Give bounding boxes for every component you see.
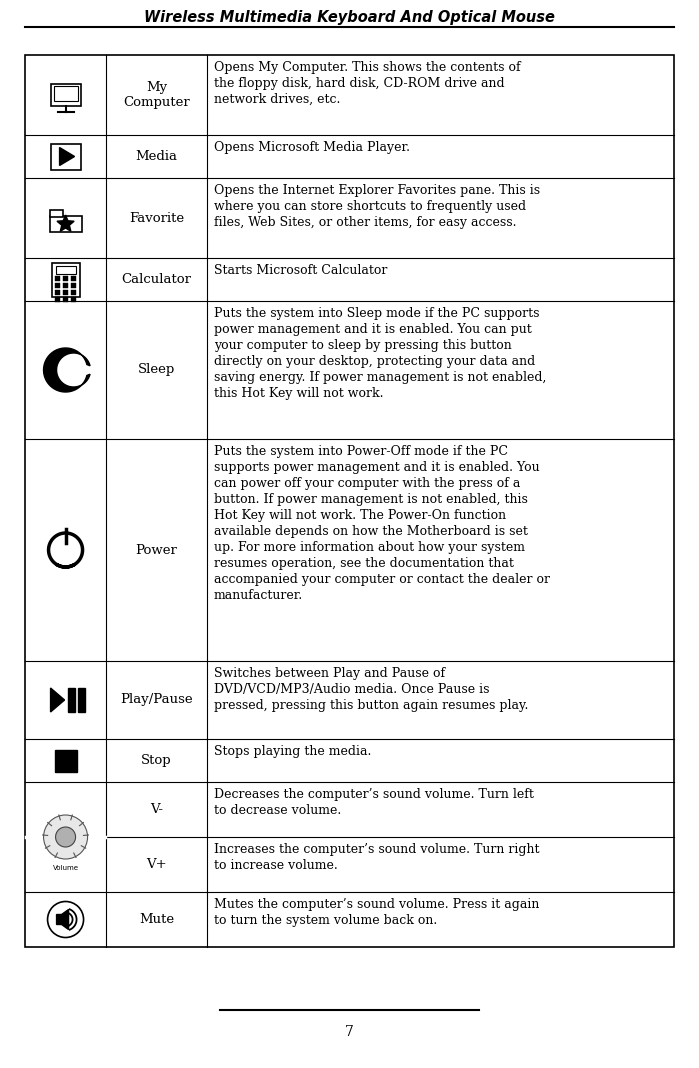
- Text: Puts the system into Power-Off mode if the PC
supports power management and it i: Puts the system into Power-Off mode if t…: [214, 445, 549, 602]
- Bar: [78, 688, 85, 712]
- Polygon shape: [50, 688, 64, 712]
- Text: Volume: Volume: [52, 865, 78, 871]
- Circle shape: [55, 827, 75, 847]
- Text: 7: 7: [345, 1025, 354, 1039]
- Bar: [25, 54, 674, 947]
- Bar: [52, 263, 80, 297]
- Text: Media: Media: [136, 150, 178, 163]
- Text: Mute: Mute: [139, 913, 174, 926]
- Bar: [55, 297, 60, 302]
- Circle shape: [48, 901, 84, 938]
- Bar: [50, 216, 82, 232]
- Text: Opens My Computer. This shows the contents of
the floppy disk, hard disk, CD-ROM: Opens My Computer. This shows the conten…: [214, 61, 520, 106]
- Bar: [55, 283, 60, 288]
- Text: Stop: Stop: [141, 754, 172, 767]
- Bar: [71, 276, 76, 281]
- Bar: [71, 290, 76, 295]
- Text: Opens Microsoft Media Player.: Opens Microsoft Media Player.: [214, 141, 410, 154]
- Polygon shape: [43, 348, 90, 392]
- Bar: [50, 143, 80, 170]
- Bar: [63, 290, 68, 295]
- Text: Wireless Multimedia Keyboard And Optical Mouse: Wireless Multimedia Keyboard And Optical…: [144, 10, 555, 25]
- Text: Decreases the computer’s sound volume. Turn left
to decrease volume.: Decreases the computer’s sound volume. T…: [214, 788, 533, 817]
- Text: Starts Microsoft Calculator: Starts Microsoft Calculator: [214, 264, 387, 277]
- Text: Power: Power: [136, 544, 178, 556]
- Bar: [55, 266, 75, 273]
- Text: My
Computer: My Computer: [123, 81, 190, 109]
- Text: Puts the system into Sleep mode if the PC supports
power management and it is en: Puts the system into Sleep mode if the P…: [214, 307, 546, 400]
- Text: Favorite: Favorite: [129, 211, 184, 224]
- Bar: [50, 84, 80, 106]
- Bar: [55, 750, 77, 771]
- Bar: [63, 283, 68, 288]
- Text: Mutes the computer’s sound volume. Press it again
to turn the system volume back: Mutes the computer’s sound volume. Press…: [214, 898, 539, 927]
- Polygon shape: [57, 910, 69, 929]
- Bar: [55, 276, 60, 281]
- Bar: [54, 87, 78, 101]
- Text: Opens the Internet Explorer Favorites pane. This is
where you can store shortcut: Opens the Internet Explorer Favorites pa…: [214, 184, 540, 229]
- Polygon shape: [57, 215, 74, 232]
- Text: V-: V-: [150, 803, 163, 816]
- Text: Sleep: Sleep: [138, 363, 175, 377]
- Bar: [71, 297, 76, 302]
- Bar: [71, 283, 76, 288]
- Circle shape: [43, 815, 87, 859]
- Text: Calculator: Calculator: [122, 273, 192, 286]
- Text: Stops playing the media.: Stops playing the media.: [214, 745, 371, 758]
- Text: Increases the computer’s sound volume. Turn right
to increase volume.: Increases the computer’s sound volume. T…: [214, 843, 539, 871]
- Text: V+: V+: [146, 858, 167, 871]
- Bar: [63, 297, 68, 302]
- Polygon shape: [59, 147, 75, 166]
- Bar: [63, 276, 68, 281]
- Bar: [50, 210, 63, 217]
- Text: Play/Pause: Play/Pause: [120, 693, 193, 707]
- Text: Switches between Play and Pause of
DVD/VCD/MP3/Audio media. Once Pause is
presse: Switches between Play and Pause of DVD/V…: [214, 668, 528, 712]
- Bar: [68, 688, 75, 712]
- Bar: [55, 290, 60, 295]
